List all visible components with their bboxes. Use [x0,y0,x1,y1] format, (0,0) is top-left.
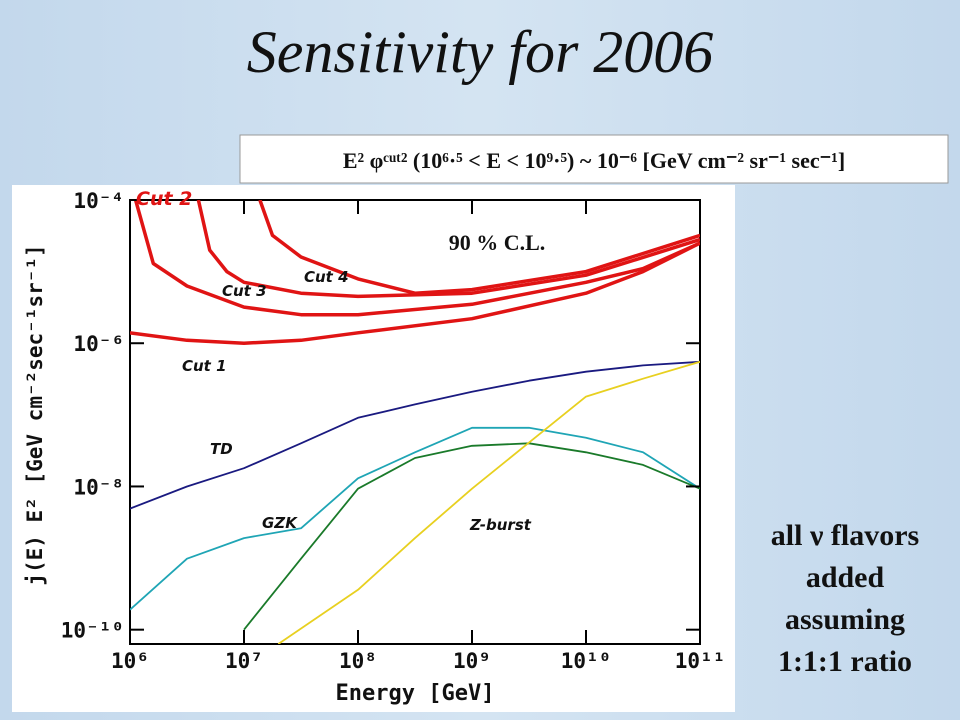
x-tick-label: 10⁷ [225,649,263,673]
side-note-line: added [806,561,885,594]
slide-title: Sensitivity for 2006 [247,19,714,85]
series-line [277,360,700,644]
series-label: Cut 2 [136,188,192,210]
series-label: GZK [262,514,298,532]
plot-area [130,200,700,644]
x-tick-label: 10⁶ [111,649,149,673]
x-tick-label: 10¹¹ [675,649,726,673]
y-tick-label: 10⁻⁶ [73,332,124,356]
formula: E² φᶜᵘᵗ² (10⁶·⁵ < E < 10⁹·⁵) ~ 10⁻⁶ [GeV… [343,148,845,173]
x-tick-label: 10¹⁰ [561,649,612,673]
series-line [243,442,700,631]
series-line [130,426,700,611]
series-line [130,360,700,510]
chart-panel [12,185,735,712]
x-axis-label: Energy [GeV] [336,681,495,706]
x-tick-label: 10⁹ [453,649,491,673]
series-line [133,200,700,317]
side-note-line: assuming [785,603,905,636]
y-tick-label: 10⁻⁸ [73,475,124,499]
series-label: TD [210,440,233,458]
y-axis-label: j(E) E² [GeV cm⁻²sec⁻¹sr⁻¹] [23,244,47,585]
formula-box [239,134,949,184]
series-label: Cut 4 [304,268,349,286]
plot-frame [129,199,701,645]
series-label: Z-burst [469,516,532,534]
y-tick-label: 10⁻¹⁰ [61,619,124,643]
series-label: Cut 1 [182,357,227,375]
series-line [130,241,700,345]
series-line [196,200,700,299]
annotation: 90 % C.L. [449,230,546,255]
side-note-line: all ν flavors [771,519,919,552]
series-line [258,200,700,295]
y-tick-label: 10⁻⁴ [73,189,124,213]
series-label: Cut 3 [222,282,267,300]
x-tick-label: 10⁸ [339,649,377,673]
side-note-line: 1:1:1 ratio [778,645,912,678]
side-note: all ν flavors added assuming 1:1:1 ratio [771,519,919,678]
